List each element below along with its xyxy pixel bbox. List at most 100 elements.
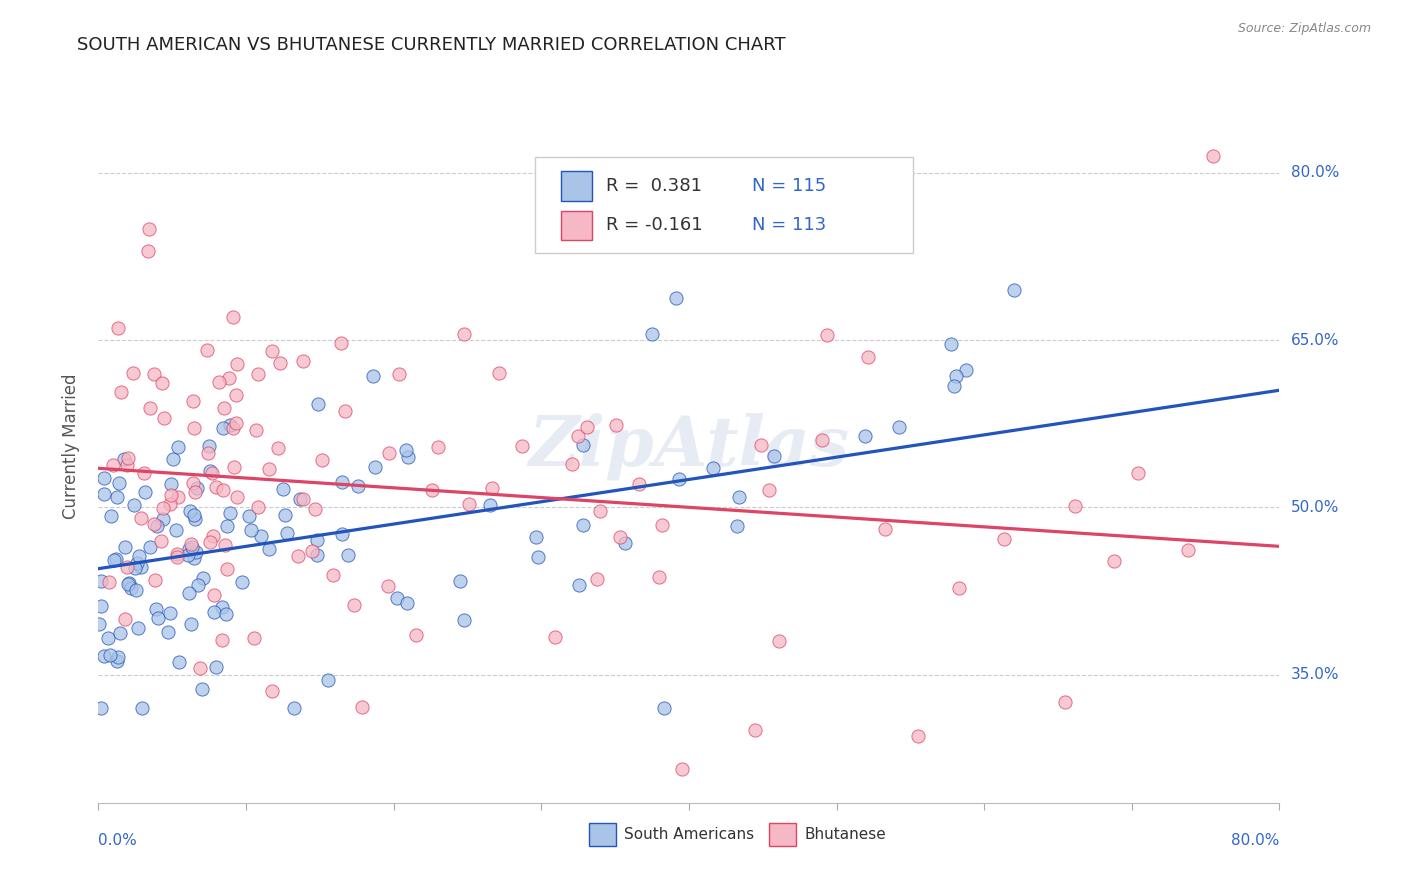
Point [166,550,188,565]
Point [343,598,366,612]
Point [184,485,207,500]
Point [183,551,205,566]
Point [162,451,184,466]
Point [139,401,162,415]
Point [201,466,224,480]
FancyBboxPatch shape [589,822,616,846]
Point [304,501,326,516]
Point [335,403,357,417]
Point [527,549,550,564]
Point [120,582,142,596]
Point [222,459,245,474]
Point [388,368,411,382]
Point [283,701,305,715]
Point [378,445,401,459]
Point [117,458,139,472]
Point [311,453,333,467]
Point [208,375,231,389]
Point [481,481,503,495]
Point [568,578,591,592]
Point [87,616,110,631]
Point [104,552,127,566]
Point [811,433,834,447]
Point [948,581,970,595]
Point [350,700,373,714]
Point [165,523,187,537]
Point [204,660,226,674]
Point [214,538,236,552]
Text: 80.0%: 80.0% [1291,165,1339,180]
Point [212,483,235,497]
Point [274,508,297,522]
Point [271,483,294,497]
Point [427,441,450,455]
Point [245,423,267,437]
Point [405,628,427,642]
FancyBboxPatch shape [561,171,592,202]
Point [198,439,221,453]
Point [159,497,181,511]
Point [180,616,202,631]
Text: 65.0%: 65.0% [1291,333,1339,348]
Point [152,512,174,526]
Point [143,573,166,587]
Point [763,449,786,463]
Point [202,588,225,602]
Point [321,567,343,582]
Text: 80.0%: 80.0% [1232,833,1279,848]
Point [107,650,129,665]
Point [330,475,353,489]
Point [215,607,238,621]
Text: Bhutanese: Bhutanese [804,827,886,842]
Point [146,518,169,533]
Point [217,518,239,533]
Point [191,682,214,697]
Point [134,485,156,500]
Text: R =  0.381: R = 0.381 [606,178,702,195]
Point [652,701,675,715]
Text: South Americans: South Americans [624,827,754,842]
Y-axis label: Currently Married: Currently Married [62,373,80,519]
Point [197,343,219,358]
Point [856,350,879,364]
Point [627,476,650,491]
Point [221,310,243,325]
Point [188,660,211,674]
Point [238,508,260,523]
Point [211,633,233,648]
Point [124,582,146,597]
Point [609,530,631,544]
Point [939,336,962,351]
Point [191,571,214,585]
Point [257,541,280,556]
Point [183,394,205,409]
Point [1054,695,1077,709]
Point [90,701,112,715]
Point [148,610,170,624]
Point [180,537,202,551]
Point [247,367,270,381]
Point [364,460,387,475]
Point [97,574,120,589]
Point [361,368,384,383]
Text: SOUTH AMERICAN VS BHUTANESE CURRENTLY MARRIED CORRELATION CHART: SOUTH AMERICAN VS BHUTANESE CURRENTLY MA… [77,36,786,54]
Point [943,379,966,393]
Point [524,530,547,544]
Point [955,363,977,377]
Point [246,500,269,515]
FancyBboxPatch shape [561,211,592,241]
Point [287,549,309,563]
Point [222,421,245,435]
Point [160,488,183,502]
Point [488,366,510,380]
Point [614,536,637,550]
Point [292,491,315,506]
Point [853,429,876,443]
Point [112,452,135,467]
Point [143,367,166,381]
Point [184,512,207,526]
Point [385,591,408,605]
Point [668,472,690,486]
Point [571,438,593,452]
Text: R = -0.161: R = -0.161 [606,217,703,235]
